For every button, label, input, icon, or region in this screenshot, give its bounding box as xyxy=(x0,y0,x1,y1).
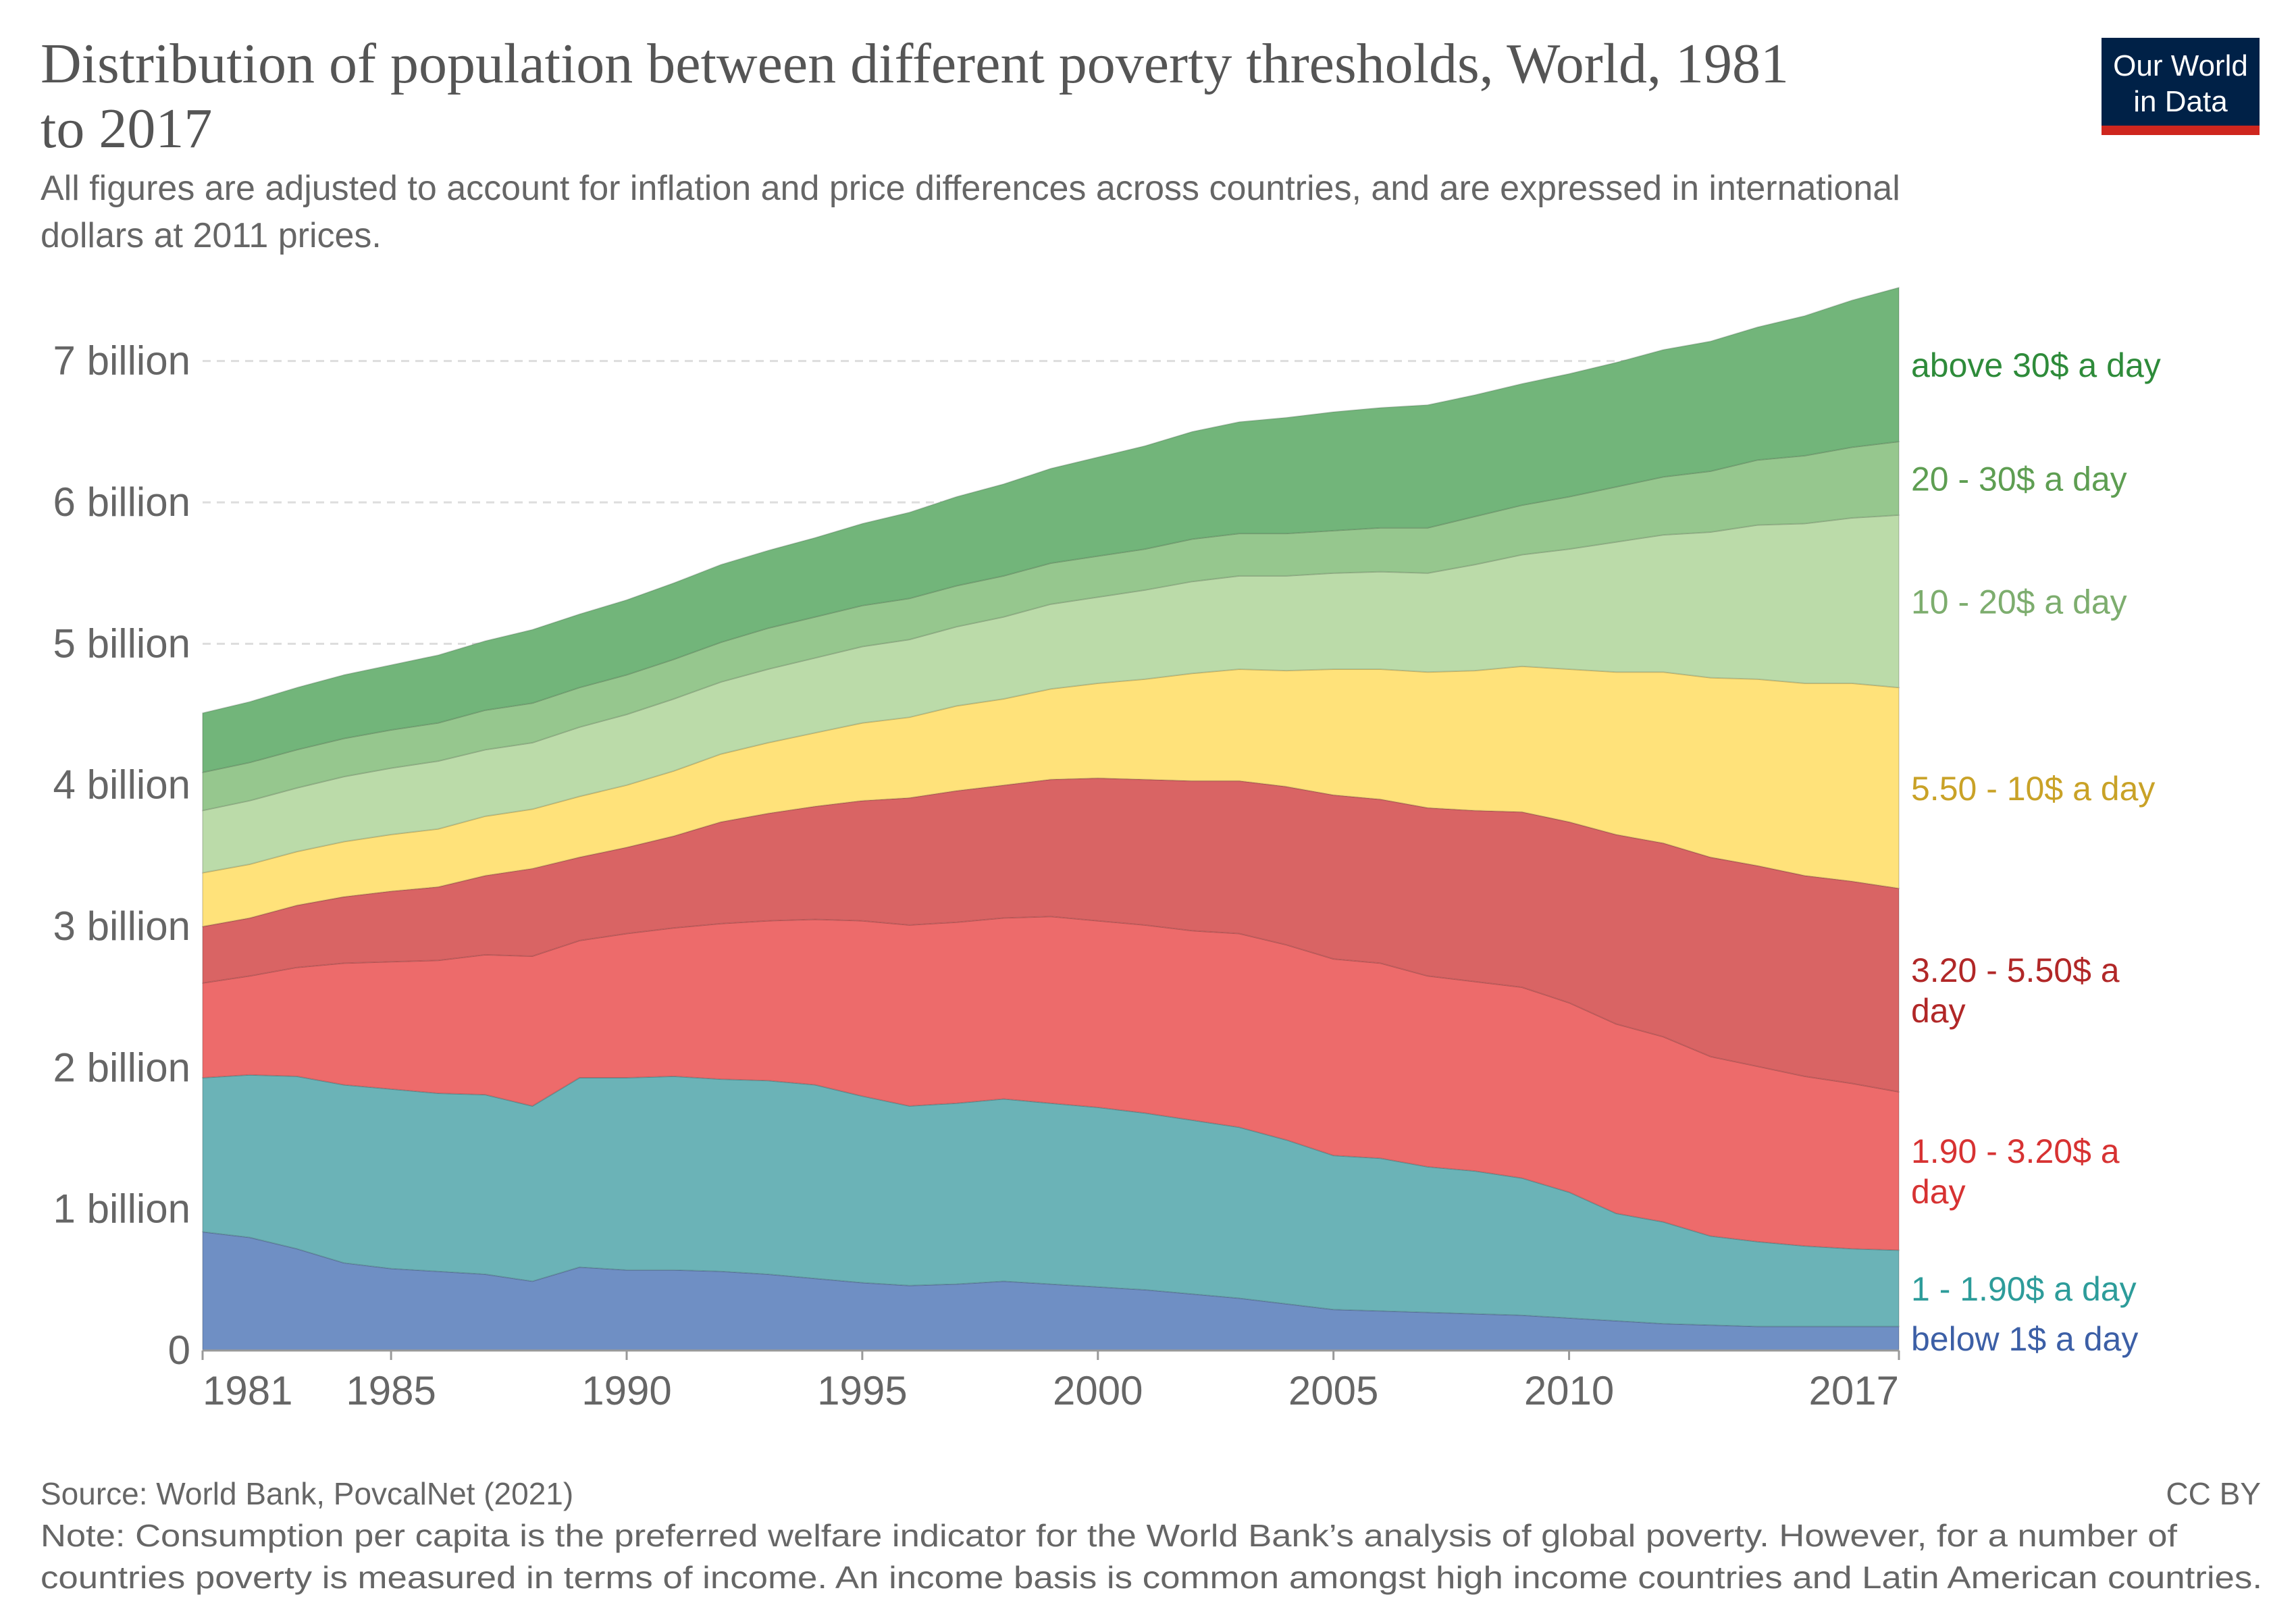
y-tick-label: 6 billion xyxy=(53,479,190,525)
series-label-text: 1.90 - 3.20$ a xyxy=(1911,1132,2120,1170)
area-10-20-a-day[interactable] xyxy=(202,514,1900,874)
series-label[interactable]: 10 - 20$ a day xyxy=(1911,583,2127,621)
y-tick-label: 5 billion xyxy=(53,621,190,666)
series-label[interactable]: above 30$ a day xyxy=(1911,346,2161,384)
chart-subtitle-line2: dollars at 2011 prices. xyxy=(41,216,382,255)
y-tick-label: 4 billion xyxy=(53,762,190,808)
axes: 0 1 billion 2 billion 3 billion 4 billion 5 b… xyxy=(53,338,1900,1413)
x-tick-label: 2017 xyxy=(1809,1368,1899,1413)
owid-logo[interactable]: Our World in Data xyxy=(2102,38,2260,135)
y-tick-label: 2 billion xyxy=(53,1045,190,1090)
series-label[interactable]: below 1$ a day xyxy=(1911,1320,2138,1358)
note-text-line1: Note: Consumption per capita is the pref… xyxy=(41,1518,2177,1553)
series-label[interactable]: 20 - 30$ a day xyxy=(1911,460,2127,498)
series-labels: below 1$ a day 1 - 1.90$ a day 1.90 - 3.20… xyxy=(1911,346,2161,1358)
series-label[interactable]: 5.50 - 10$ a day xyxy=(1911,770,2155,808)
series-label-text: below 1$ a day xyxy=(1911,1320,2138,1358)
y-tick-label: 0 xyxy=(168,1328,190,1373)
note-text-line2: countries poverty is measured in terms o… xyxy=(41,1560,2262,1595)
x-tick-label: 1990 xyxy=(581,1368,671,1413)
series-label-text: 20 - 30$ a day xyxy=(1911,460,2127,498)
x-tick-label: 2010 xyxy=(1524,1368,1614,1413)
series-label-text: 3.20 - 5.50$ a xyxy=(1911,951,2120,989)
chart-subtitle-line1: All figures are adjusted to account for … xyxy=(41,169,1900,208)
y-tick-label: 3 billion xyxy=(53,903,190,949)
chart-title-line2: to 2017 xyxy=(41,97,212,160)
y-tick-label: 1 billion xyxy=(53,1186,190,1232)
series-label-text: day xyxy=(1911,1173,1966,1211)
series-label[interactable]: 1 - 1.90$ a day xyxy=(1911,1270,2137,1308)
x-tick-label: 1995 xyxy=(817,1368,907,1413)
area-1-1-90-a-day[interactable] xyxy=(202,1074,1900,1328)
license-text[interactable]: CC BY xyxy=(2166,1476,2261,1511)
series-label-text: above 30$ a day xyxy=(1911,346,2161,384)
source-text: Source: World Bank, PovcalNet (2021) xyxy=(41,1476,573,1511)
logo-text-line1: Our World xyxy=(2113,49,2248,82)
series-label-text: 10 - 20$ a day xyxy=(1911,583,2127,621)
x-tick-label: 2005 xyxy=(1288,1368,1378,1413)
x-tick-label: 1985 xyxy=(346,1368,436,1413)
x-tick-label: 2000 xyxy=(1053,1368,1143,1413)
area-20-30-a-day[interactable] xyxy=(202,440,1900,812)
series-label-text: 5.50 - 10$ a day xyxy=(1911,770,2155,808)
area-above-30-a-day[interactable] xyxy=(202,286,1900,774)
series-label-text: 1 - 1.90$ a day xyxy=(1911,1270,2137,1308)
stacked-areas xyxy=(202,286,1900,1351)
y-tick-label: 7 billion xyxy=(53,338,190,384)
area-1-90-3-20-a-day[interactable] xyxy=(202,916,1900,1251)
logo-accent-bar xyxy=(2102,126,2260,135)
series-label-text: day xyxy=(1911,992,1966,1030)
logo-text-line2: in Data xyxy=(2133,85,2228,118)
chart-title-line1: Distribution of population between diffe… xyxy=(41,32,1789,95)
logo-background xyxy=(2102,38,2260,128)
x-tick-label: 1981 xyxy=(203,1368,292,1413)
